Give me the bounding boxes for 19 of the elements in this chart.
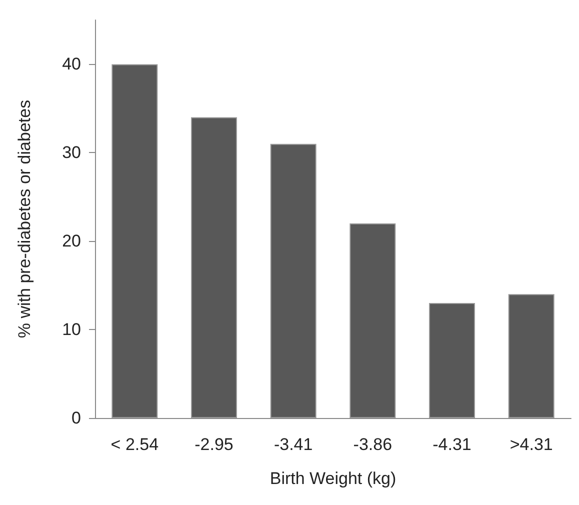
x-tick-label: < 2.54: [110, 435, 159, 454]
y-tick-label: 0: [72, 408, 81, 428]
bar: [112, 64, 158, 418]
bar: [508, 294, 554, 418]
y-tick-label: 30: [62, 143, 81, 162]
x-tick-label: >4.31: [510, 435, 553, 454]
y-axis-title: % with pre-diabetes or diabetes: [15, 100, 34, 338]
bar: [270, 144, 316, 418]
x-tick-label: -3.86: [353, 435, 392, 454]
x-tick-label: -3.41: [274, 435, 313, 454]
y-tick-label: 40: [62, 54, 81, 74]
x-axis-title: Birth Weight (kg): [270, 469, 396, 488]
y-tick-label: 20: [62, 232, 81, 251]
y-tick-label: 10: [62, 320, 81, 340]
bar: [191, 117, 237, 418]
bar: [350, 223, 396, 418]
bar: [429, 303, 475, 418]
x-tick-label: -4.31: [432, 435, 472, 454]
x-tick-label: -2.95: [194, 435, 234, 454]
